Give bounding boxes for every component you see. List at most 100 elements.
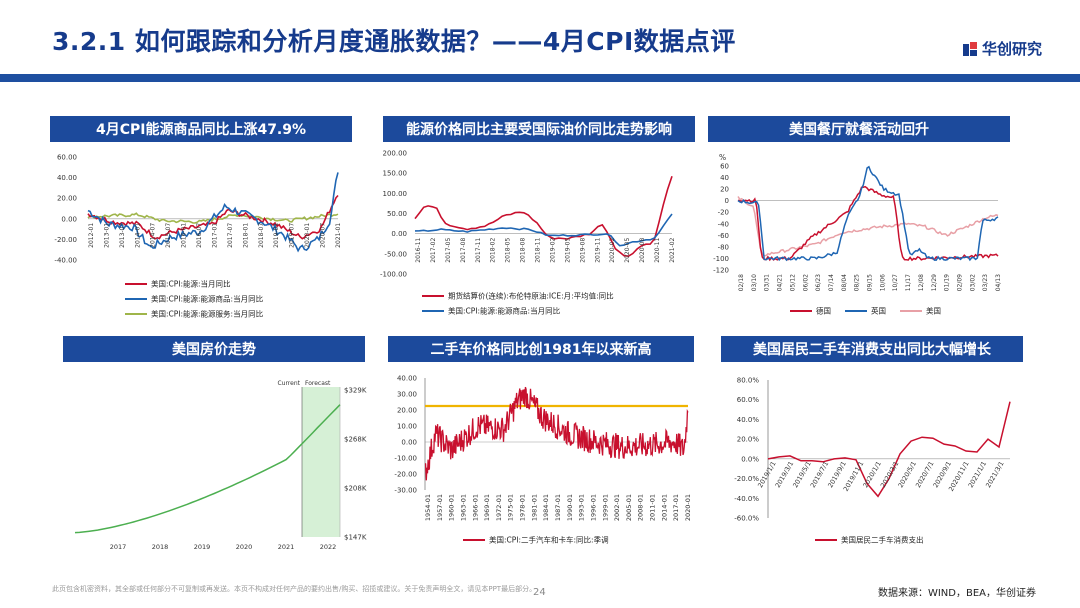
c3-xtick: 12/08 (918, 274, 925, 291)
c3-xtick: 10/06 (879, 274, 886, 291)
c3-xtick: 08/04 (841, 274, 848, 291)
c3-ytick: 20 (720, 186, 729, 194)
c2-ytick: -50.00 (384, 250, 407, 258)
c1-xtick: 2018-01 (242, 223, 249, 248)
c4-xtick: 2021 (278, 543, 295, 551)
c2-xtick: 2018-02 (490, 237, 497, 262)
c4-xtick: 2022 (320, 543, 337, 551)
c3-xtick: 02/09 (956, 274, 963, 291)
c3-xtick: 08/25 (854, 274, 861, 291)
c2-ytick: 50.00 (387, 210, 407, 218)
c3-ytick: 40 (720, 174, 729, 182)
c1-xtick: 2015-07 (165, 223, 172, 248)
c2-xtick: 2017-11 (475, 237, 482, 262)
c1-ytick: 0.00 (61, 215, 77, 223)
c1-xtick: 2017-07 (227, 223, 234, 248)
c5-xtick: 1957-01 (436, 494, 444, 521)
c3-legend-label: 美国 (926, 306, 941, 316)
c2-xtick: 2016-11 (415, 237, 422, 262)
c6-ytick: -20.0% (734, 475, 759, 483)
c2-ytick: 150.00 (383, 170, 408, 178)
c5-ytick: 30.00 (397, 391, 417, 399)
c2-legend-label: 美国:CPI:能源:能源商品:当月同比 (448, 306, 561, 316)
c5-xtick: 1999-01 (601, 494, 609, 521)
c1-ytick: 20.00 (57, 195, 77, 203)
c6-series-line (767, 401, 1011, 498)
c6-ytick: 0.0% (741, 455, 759, 463)
c2-xtick: 2019-08 (579, 237, 586, 262)
c1-xtick: 2013-07 (119, 223, 126, 248)
c6-ytick: 40.0% (737, 416, 760, 424)
c5-xtick: 2002-01 (613, 494, 621, 521)
c5-ytick: -10.00 (394, 455, 417, 463)
c5-xtick: 1990-01 (566, 494, 574, 521)
panel-title-c6: 美国居民二手车消费支出同比大幅增长 (721, 336, 1023, 362)
c2-xtick: 2020-08 (639, 237, 646, 262)
c2-series-line (414, 175, 673, 258)
panel-title-c4: 美国房价走势 (63, 336, 365, 362)
data-source: 数据来源：WIND，BEA，华创证券 (877, 588, 1036, 599)
c1-xtick: 2020-07 (320, 223, 327, 248)
c3-series-line (737, 196, 999, 257)
c2-xtick: 2020-05 (624, 237, 631, 262)
c2-legend-label: 期货结算价(连续):布伦特原油:ICE:月:平均值:同比 (448, 291, 614, 301)
c3-xtick: 02/18 (738, 274, 745, 291)
c3-unit-label: % (719, 153, 726, 162)
c3-xtick: 04/21 (777, 274, 784, 291)
c3-series-line (737, 185, 999, 262)
c2-ytick: 0.00 (391, 230, 407, 238)
brand-logo: 华创研究 (962, 38, 1042, 59)
c3-xtick: 03/10 (751, 274, 758, 291)
c4-forecast-label: Forecast (305, 380, 331, 387)
c3-xtick: 04/13 (995, 274, 1002, 291)
c5-ytick: 40.00 (397, 375, 417, 383)
c2-xtick: 2018-11 (535, 237, 542, 262)
c3-xtick: 03/31 (764, 274, 771, 291)
c5-xtick: 1954-01 (424, 494, 432, 521)
c2-xtick: 2019-11 (594, 237, 601, 262)
disclaimer: 此页包含机密资料，其全部或任何部分不可复制或再发送。本页不构成对任何产品的要约出… (52, 585, 537, 593)
brand-name: 华创研究 (981, 40, 1042, 58)
c3-xtick: 03/23 (982, 274, 989, 291)
c5-xtick: 1996-01 (589, 494, 597, 521)
c4-xtick: 2020 (236, 543, 253, 551)
panel-title-c3: 美国餐厅就餐活动回升 (708, 116, 1010, 142)
c3-ytick: -20 (718, 209, 729, 217)
c1-series-line (87, 212, 339, 224)
c5-xtick: 1969-01 (483, 494, 491, 521)
c4-ytick: $329K (344, 387, 367, 395)
c6-ytick: -40.0% (734, 495, 759, 503)
c1-xtick: 2014-01 (134, 223, 141, 248)
panel-title-c2: 能源价格同比主要受国际油价同比走势影响 (383, 116, 695, 142)
c3-xtick: 10/27 (892, 274, 899, 291)
page-number: 24 (533, 587, 546, 598)
c3-legend-label: 德国 (816, 306, 831, 316)
header-divider (0, 74, 1080, 82)
c3-ytick: -100 (713, 255, 729, 263)
c2-xtick: 2018-05 (505, 237, 512, 262)
c2-xtick: 2020-11 (654, 237, 661, 262)
c2-xtick: 2019-05 (564, 237, 571, 262)
c5-xtick: 1993-01 (578, 494, 586, 521)
c2-ytick: -100.00 (380, 271, 407, 279)
c3-series-line (737, 165, 999, 262)
c4-xtick: 2018 (152, 543, 169, 551)
c2-xtick: 2017-02 (430, 237, 437, 262)
c1-ytick: -20.00 (54, 236, 77, 244)
brand-mark-icon (962, 41, 977, 56)
c3-xtick: 05/12 (789, 274, 796, 291)
c5-xtick: 1972-01 (495, 494, 503, 521)
c5-xtick: 1978-01 (519, 494, 527, 521)
c3-xtick: 06/23 (815, 274, 822, 291)
c1-xtick: 2017-01 (212, 223, 219, 248)
c3-ytick: 0 (725, 197, 729, 205)
c1-xtick: 2020-01 (304, 223, 311, 248)
c6-ytick: -60.0% (734, 515, 759, 523)
c2-xtick: 2018-08 (520, 237, 527, 262)
c5-xtick: 1981-01 (530, 494, 538, 521)
page-title: 3.2.1 如何跟踪和分析月度通胀数据？——4月CPI数据点评 (52, 27, 736, 56)
c3-ytick: -40 (718, 220, 729, 228)
c3-xtick: 07/14 (828, 274, 835, 291)
c5-xtick: 2011-01 (649, 494, 657, 521)
c5-xtick: 2014-01 (660, 494, 668, 521)
